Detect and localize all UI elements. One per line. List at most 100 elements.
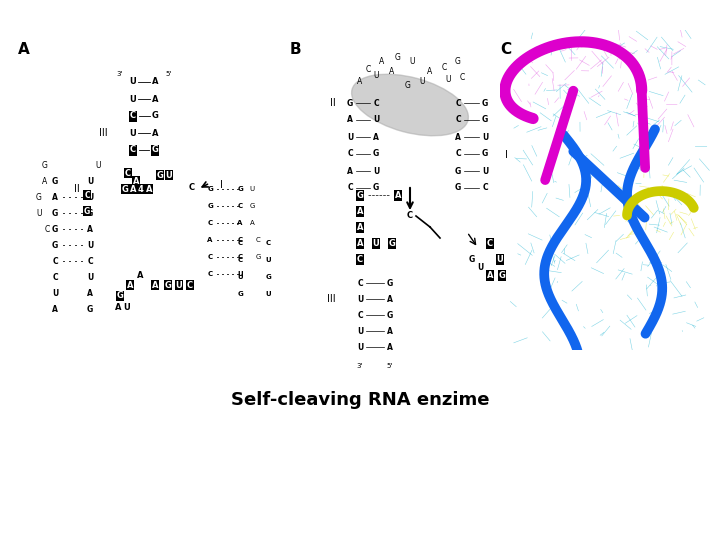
Text: G: G <box>265 274 271 280</box>
Text: G: G <box>87 208 93 218</box>
Text: A: A <box>152 78 158 86</box>
Ellipse shape <box>351 74 469 136</box>
Text: C: C <box>482 184 488 192</box>
Text: C: C <box>125 168 131 178</box>
Text: C: C <box>207 271 212 277</box>
Text: A: A <box>347 166 353 176</box>
Text: G: G <box>87 305 93 314</box>
Text: II: II <box>330 98 336 108</box>
Text: G: G <box>256 254 261 260</box>
Text: U: U <box>130 129 136 138</box>
Text: U: U <box>357 327 363 335</box>
Text: U: U <box>36 208 42 218</box>
Text: III: III <box>328 294 336 304</box>
Text: U: U <box>477 262 483 272</box>
Text: C: C <box>441 64 446 72</box>
Text: I: I <box>505 150 508 160</box>
Text: U: U <box>237 274 243 280</box>
Text: C: C <box>238 257 243 263</box>
Text: G: G <box>42 160 48 170</box>
Text: A: A <box>52 192 58 201</box>
Text: G: G <box>387 310 393 320</box>
Text: G: G <box>347 98 353 107</box>
Text: A: A <box>130 185 136 193</box>
Text: C: C <box>187 280 193 289</box>
Text: G: G <box>207 186 213 192</box>
Text: G: G <box>395 53 401 63</box>
Text: III: III <box>99 128 108 138</box>
Text: G: G <box>455 184 461 192</box>
Text: G: G <box>389 239 395 247</box>
Text: U: U <box>357 342 363 352</box>
Text: A: A <box>428 68 433 77</box>
Text: A: A <box>347 116 353 125</box>
Text: C: C <box>347 184 353 192</box>
Text: U: U <box>445 76 451 84</box>
Text: A: A <box>250 220 254 226</box>
Text: A: A <box>145 185 152 193</box>
Text: U: U <box>87 177 93 186</box>
Text: 5': 5' <box>387 363 393 369</box>
Text: U: U <box>124 303 130 313</box>
Text: B: B <box>290 42 302 57</box>
Text: U: U <box>497 254 503 264</box>
Text: C: C <box>407 212 413 220</box>
Text: G: G <box>152 111 158 120</box>
Text: C: C <box>207 220 212 226</box>
Text: C: C <box>130 111 136 120</box>
Text: C: C <box>45 225 50 233</box>
Text: C: C <box>87 256 93 266</box>
Text: A: A <box>127 280 133 289</box>
Text: C: C <box>500 42 511 57</box>
Text: A: A <box>18 42 30 57</box>
Text: G: G <box>207 203 213 209</box>
Text: A: A <box>387 294 393 303</box>
Text: G: G <box>455 166 461 176</box>
Text: G: G <box>237 291 243 297</box>
Text: C: C <box>455 98 461 107</box>
Text: A: A <box>390 68 395 77</box>
Text: 4: 4 <box>138 185 144 193</box>
Text: U: U <box>373 71 379 79</box>
Text: C: C <box>84 191 90 199</box>
Text: G: G <box>52 225 58 233</box>
Text: U: U <box>265 291 271 297</box>
Text: G: G <box>84 206 90 215</box>
Text: 3': 3' <box>357 363 363 369</box>
Text: C: C <box>455 150 461 159</box>
Text: C: C <box>365 65 371 75</box>
Text: A: A <box>356 239 364 247</box>
Text: C: C <box>347 150 353 159</box>
Text: A: A <box>373 132 379 141</box>
Text: C: C <box>189 183 195 192</box>
Text: U: U <box>166 171 172 179</box>
Text: U: U <box>130 78 136 86</box>
Text: A: A <box>487 271 493 280</box>
Text: C: C <box>459 73 464 83</box>
Text: U: U <box>357 294 363 303</box>
Text: U: U <box>249 186 255 192</box>
Text: G: G <box>156 171 163 179</box>
Text: G: G <box>52 240 58 249</box>
Text: A: A <box>152 280 158 289</box>
Text: A: A <box>356 206 364 215</box>
Text: C: C <box>256 237 261 243</box>
Text: U: U <box>176 280 182 289</box>
Text: II: II <box>74 184 80 194</box>
Text: 5': 5' <box>165 71 171 77</box>
Text: U: U <box>373 116 379 125</box>
Text: U: U <box>373 166 379 176</box>
Text: U: U <box>87 240 93 249</box>
Text: G: G <box>469 254 475 264</box>
Text: A: A <box>455 132 461 141</box>
Text: C: C <box>357 254 363 264</box>
Text: G: G <box>387 279 393 287</box>
Text: C: C <box>130 145 136 154</box>
Text: A: A <box>207 237 212 243</box>
Text: U: U <box>87 192 93 201</box>
Text: G: G <box>152 145 158 154</box>
Text: U: U <box>87 273 93 281</box>
Text: G: G <box>122 185 128 193</box>
Text: C: C <box>52 273 58 281</box>
Text: I: I <box>220 180 223 190</box>
